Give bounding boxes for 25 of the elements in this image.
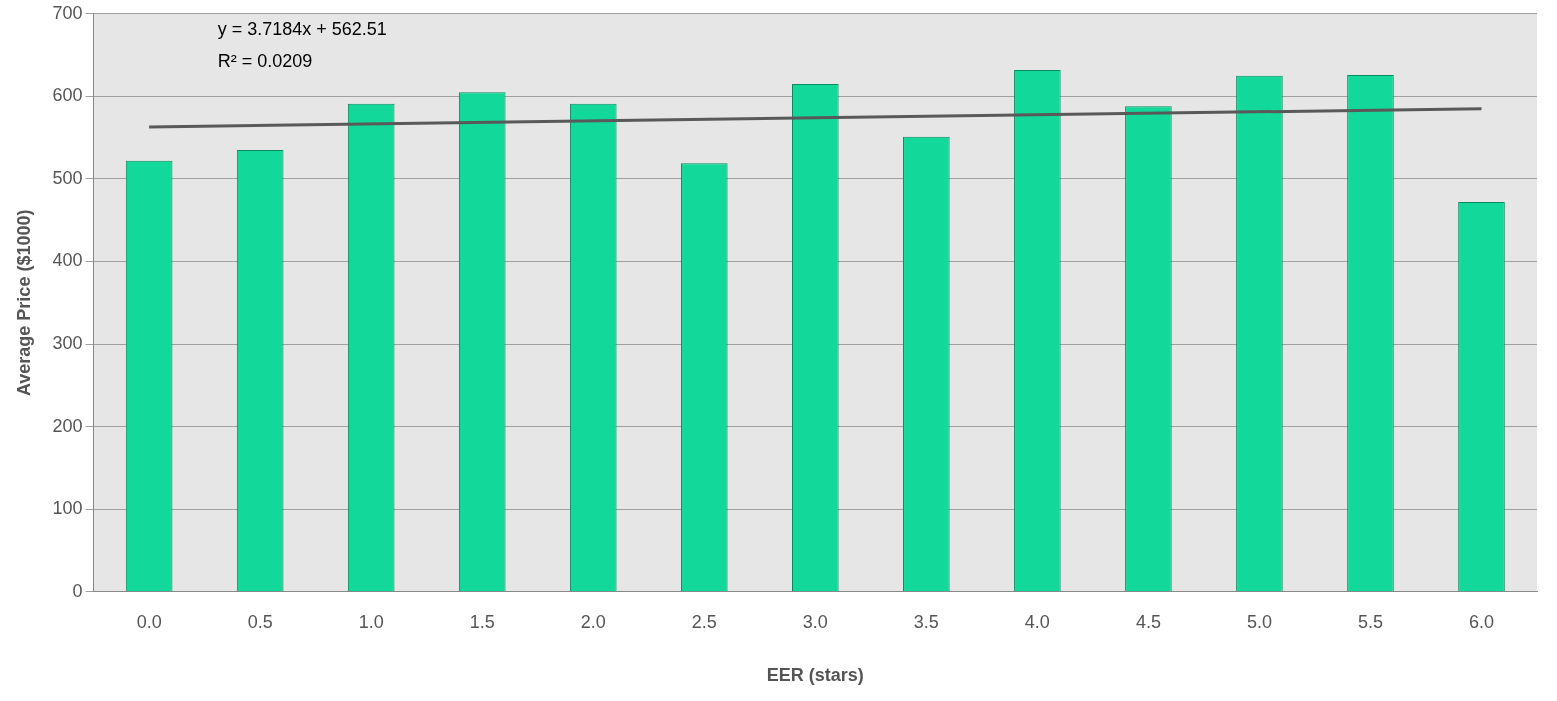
x-tick-label: 2.5 bbox=[691, 611, 717, 632]
y-tick-label: 200 bbox=[52, 415, 83, 436]
y-tick-label: 600 bbox=[52, 85, 83, 106]
x-tick-label: 5.0 bbox=[1246, 611, 1272, 632]
y-tick-label: 300 bbox=[52, 333, 83, 354]
x-tick-label: 3.5 bbox=[913, 611, 939, 632]
y-tick-label: 700 bbox=[52, 2, 83, 23]
x-tick-label: 2.0 bbox=[580, 611, 606, 632]
y-tick-label: 0 bbox=[72, 580, 83, 601]
y-axis-title: Average Price ($1000) bbox=[13, 209, 34, 397]
x-tick-label: 6.0 bbox=[1468, 611, 1494, 632]
annotation: y = 3.7184x + 562.51 bbox=[217, 18, 387, 39]
x-tick-label: 1.5 bbox=[469, 611, 495, 632]
x-tick-label: 1.0 bbox=[358, 611, 384, 632]
annotation: R² = 0.0209 bbox=[217, 50, 313, 71]
x-tick-label: 0.0 bbox=[136, 611, 162, 632]
x-tick-label: 3.0 bbox=[802, 611, 828, 632]
x-tick-label: 0.5 bbox=[247, 611, 273, 632]
x-tick-label: 5.5 bbox=[1357, 611, 1383, 632]
x-axis-title: EER (stars) bbox=[766, 665, 864, 686]
x-tick-label: 4.5 bbox=[1135, 611, 1161, 632]
y-tick-label: 400 bbox=[52, 250, 83, 271]
x-tick-label: 4.0 bbox=[1024, 611, 1050, 632]
y-tick-label: 500 bbox=[52, 167, 83, 188]
y-tick-label: 100 bbox=[52, 498, 83, 519]
